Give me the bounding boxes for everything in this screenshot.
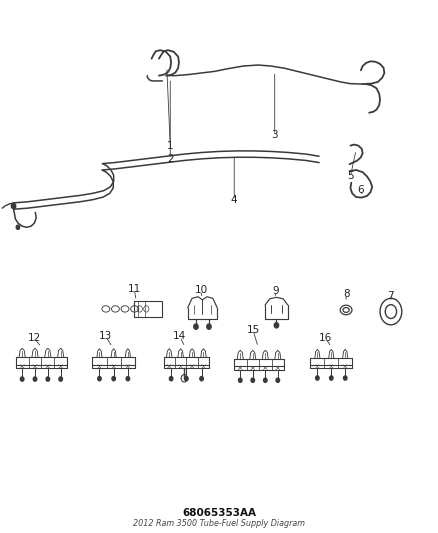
Text: 9: 9 [272, 286, 279, 296]
Circle shape [251, 378, 254, 382]
Circle shape [112, 376, 116, 381]
Text: 14: 14 [173, 332, 187, 342]
Circle shape [16, 225, 20, 229]
Text: 10: 10 [195, 285, 208, 295]
Text: 1: 1 [167, 141, 173, 151]
Text: 12: 12 [28, 333, 41, 343]
Text: 68065353AA: 68065353AA [182, 508, 256, 518]
Text: 2: 2 [167, 154, 173, 164]
Circle shape [276, 378, 279, 382]
Circle shape [185, 376, 188, 381]
Text: 8: 8 [343, 289, 350, 299]
Circle shape [194, 324, 198, 329]
Circle shape [46, 377, 49, 381]
Text: 7: 7 [388, 290, 394, 301]
Circle shape [33, 377, 37, 381]
Circle shape [274, 322, 279, 328]
Text: 2012 Ram 3500 Tube-Fuel Supply Diagram: 2012 Ram 3500 Tube-Fuel Supply Diagram [133, 519, 305, 528]
Text: 4: 4 [231, 195, 237, 205]
Text: 13: 13 [99, 332, 113, 342]
Circle shape [98, 376, 101, 381]
Circle shape [126, 376, 130, 381]
Text: 11: 11 [127, 284, 141, 294]
Circle shape [181, 375, 187, 382]
Circle shape [207, 324, 211, 329]
Text: 5: 5 [347, 172, 354, 181]
Text: 6: 6 [357, 184, 364, 195]
Circle shape [21, 377, 24, 381]
Circle shape [170, 376, 173, 381]
Circle shape [343, 376, 347, 380]
Text: 16: 16 [319, 333, 332, 343]
Circle shape [264, 378, 267, 382]
Circle shape [239, 378, 242, 382]
Circle shape [329, 376, 333, 380]
Circle shape [59, 377, 63, 381]
Text: 3: 3 [272, 130, 278, 140]
Circle shape [200, 376, 203, 381]
Circle shape [316, 376, 319, 380]
Circle shape [11, 204, 16, 209]
Text: 15: 15 [246, 325, 260, 335]
